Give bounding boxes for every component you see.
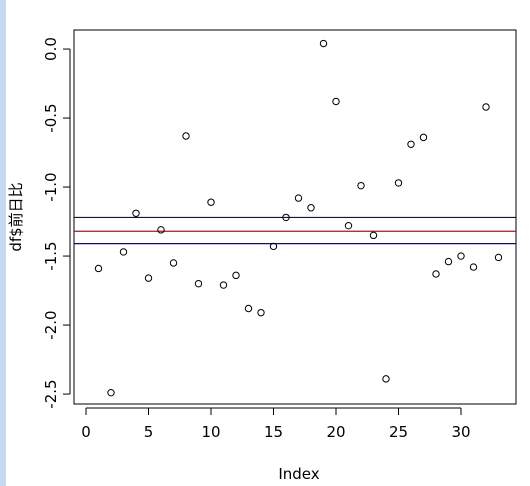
- point: [169, 259, 178, 267]
- point: [419, 133, 428, 142]
- point: [469, 263, 478, 271]
- x-tick-label: 15: [264, 423, 283, 441]
- point: [494, 253, 503, 262]
- x-axis-label: Index: [278, 465, 319, 483]
- point: [182, 132, 190, 140]
- point: [332, 97, 340, 106]
- point: [282, 213, 290, 222]
- point: [394, 179, 403, 187]
- point: [407, 140, 415, 148]
- point: [382, 375, 390, 383]
- point: [107, 388, 115, 397]
- point: [307, 204, 315, 212]
- x-tick-label: 10: [201, 423, 220, 441]
- y-tick-label: -2.0: [42, 310, 60, 339]
- point: [482, 103, 490, 111]
- point: [244, 304, 253, 313]
- point: [157, 226, 165, 234]
- point: [294, 194, 303, 202]
- point: [207, 198, 215, 206]
- point: [369, 231, 378, 240]
- y-tick-label: -0.5: [42, 103, 60, 132]
- point: [194, 279, 203, 288]
- point: [269, 242, 278, 251]
- y-tick-label: -2.5: [42, 379, 60, 408]
- window-edge: [0, 0, 6, 486]
- y-tick-label: -1.5: [42, 241, 60, 270]
- x-tick-label: 30: [451, 423, 470, 441]
- point: [344, 221, 353, 230]
- point: [119, 248, 128, 256]
- point: [232, 271, 240, 280]
- point: [319, 39, 328, 48]
- point: [257, 308, 265, 317]
- x-tick-label: 20: [326, 423, 345, 441]
- point: [432, 270, 440, 278]
- point: [132, 209, 140, 217]
- y-tick-label: 0.0: [42, 37, 60, 61]
- x-tick-label: 0: [81, 423, 91, 441]
- x-tick-label: 25: [389, 423, 408, 441]
- x-tick-label: 5: [144, 423, 154, 441]
- point: [144, 274, 153, 282]
- point: [219, 281, 228, 289]
- y-tick-label: -1.0: [42, 172, 60, 201]
- point: [94, 264, 103, 273]
- point: [457, 252, 465, 260]
- point: [357, 181, 365, 190]
- point: [444, 257, 453, 266]
- y-axis-label: df$前日比: [7, 182, 25, 251]
